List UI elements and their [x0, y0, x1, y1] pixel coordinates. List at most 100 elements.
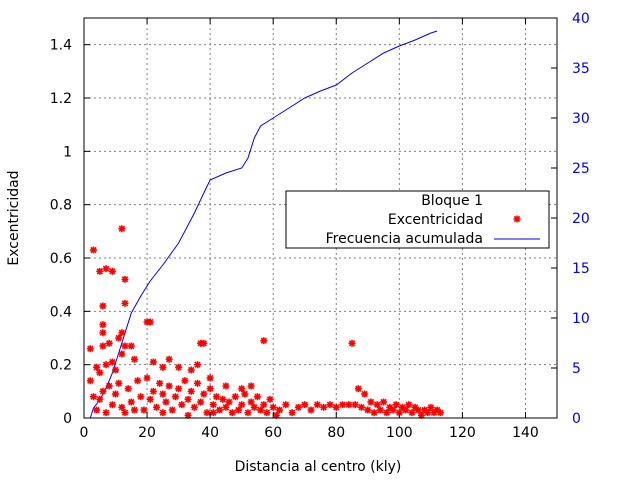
excentricidad-point [130, 355, 138, 363]
excentricidad-point [222, 403, 230, 411]
excentricidad-point [184, 411, 192, 419]
excentricidad-point [320, 403, 328, 411]
y-tick-label: 0 [63, 411, 72, 427]
excentricidad-point [364, 406, 372, 414]
frecuencia-acumulada-line [89, 30, 438, 419]
excentricidad-point [99, 321, 107, 329]
excentricidad-point [105, 382, 113, 390]
excentricidad-point [86, 345, 94, 353]
excentricidad-point [140, 406, 148, 414]
excentricidad-point [212, 393, 220, 401]
x-tick-label: 0 [80, 425, 89, 441]
excentricidad-point [332, 403, 340, 411]
excentricidad-point [162, 398, 170, 406]
y2-tick-label: 30 [572, 111, 590, 127]
excentricidad-point [118, 403, 126, 411]
excentricidad-point [102, 265, 110, 273]
excentricidad-point [105, 339, 113, 347]
excentricidad-point [376, 406, 384, 414]
excentricidad-point [351, 401, 359, 409]
excentricidad-point [99, 329, 107, 337]
excentricidad-point [89, 246, 97, 254]
legend-label-frecuencia: Frecuencia acumulada [326, 231, 483, 247]
legend-label-excentricidad: Excentricidad [388, 212, 483, 228]
excentricidad-point [231, 393, 239, 401]
excentricidad-point [206, 385, 214, 393]
y-tick-label: 0.8 [50, 198, 72, 214]
x-tick-label: 20 [138, 425, 156, 441]
excentricidad-point [112, 366, 120, 374]
y-tick-label: 0.6 [50, 251, 72, 267]
excentricidad-point [219, 395, 227, 403]
excentricidad-point [405, 401, 413, 409]
excentricidad-series [86, 225, 444, 419]
y2-tick-label: 5 [572, 361, 581, 377]
excentricidad-point [171, 393, 179, 401]
excentricidad-point [137, 393, 145, 401]
excentricidad-point [357, 403, 365, 411]
excentricidad-point [115, 334, 123, 342]
excentricidad-point [96, 395, 104, 403]
legend: Bloque 1 Excentricidad Frecuencia acumul… [285, 190, 550, 249]
excentricidad-point [367, 398, 375, 406]
excentricidad-point [159, 409, 167, 417]
excentricidad-point [301, 401, 309, 409]
excentricidad-point [383, 409, 391, 417]
excentricidad-point [108, 401, 116, 409]
excentricidad-point [99, 387, 107, 395]
excentricidad-point [108, 267, 116, 275]
excentricidad-point [112, 390, 120, 398]
excentricidad-point [326, 401, 334, 409]
excentricidad-point [149, 358, 157, 366]
excentricidad-point [93, 406, 101, 414]
excentricidad-point [247, 398, 255, 406]
excentricidad-point [194, 361, 202, 369]
excentricidad-point [121, 275, 129, 283]
y-tick-label: 1.2 [50, 91, 72, 107]
excentricidad-point [247, 382, 255, 390]
excentricidad-point [168, 406, 176, 414]
excentricidad-point [121, 299, 129, 307]
excentricidad-point [175, 363, 183, 371]
y-tick-label: 0.2 [50, 358, 72, 374]
excentricidad-point [424, 409, 432, 417]
excentricidad-point [276, 406, 284, 414]
y2-tick-label: 40 [572, 11, 590, 27]
legend-star-icon [513, 215, 521, 223]
excentricidad-point [253, 393, 261, 401]
excentricidad-point [134, 377, 142, 385]
y2-tick-label: 10 [572, 311, 590, 327]
excentricidad-point [118, 329, 126, 337]
excentricidad-point [436, 409, 444, 417]
excentricidad-point [159, 363, 167, 371]
excentricidad-point [96, 369, 104, 377]
excentricidad-point [102, 409, 110, 417]
excentricidad-point [389, 406, 397, 414]
y2-tick-label: 20 [572, 211, 590, 227]
y2-tick-label: 25 [572, 161, 590, 177]
excentricidad-point [124, 385, 132, 393]
excentricidad-point [370, 409, 378, 417]
y2-tick-label: 0 [572, 411, 581, 427]
excentricidad-point [269, 403, 277, 411]
excentricidad-point [225, 398, 233, 406]
excentricidad-point [96, 267, 104, 275]
y-tick-label: 1 [63, 144, 72, 160]
excentricidad-point [228, 409, 236, 417]
y-tick-label: 0.4 [50, 304, 72, 320]
excentricidad-point [260, 337, 268, 345]
y-tick-label: 1.4 [50, 38, 72, 54]
x-tick-label: 80 [327, 425, 345, 441]
excentricidad-point [427, 403, 435, 411]
excentricidad-point [159, 390, 167, 398]
excentricidad-point [250, 403, 258, 411]
excentricidad-point [149, 387, 157, 395]
excentricidad-point [238, 385, 246, 393]
excentricidad-point [348, 339, 356, 347]
excentricidad-point [307, 406, 315, 414]
excentricidad-point [121, 409, 129, 417]
excentricidad-point [165, 355, 173, 363]
y-axis-label: Excentricidad [6, 170, 22, 265]
excentricidad-point [143, 318, 151, 326]
excentricidad-point [175, 385, 183, 393]
